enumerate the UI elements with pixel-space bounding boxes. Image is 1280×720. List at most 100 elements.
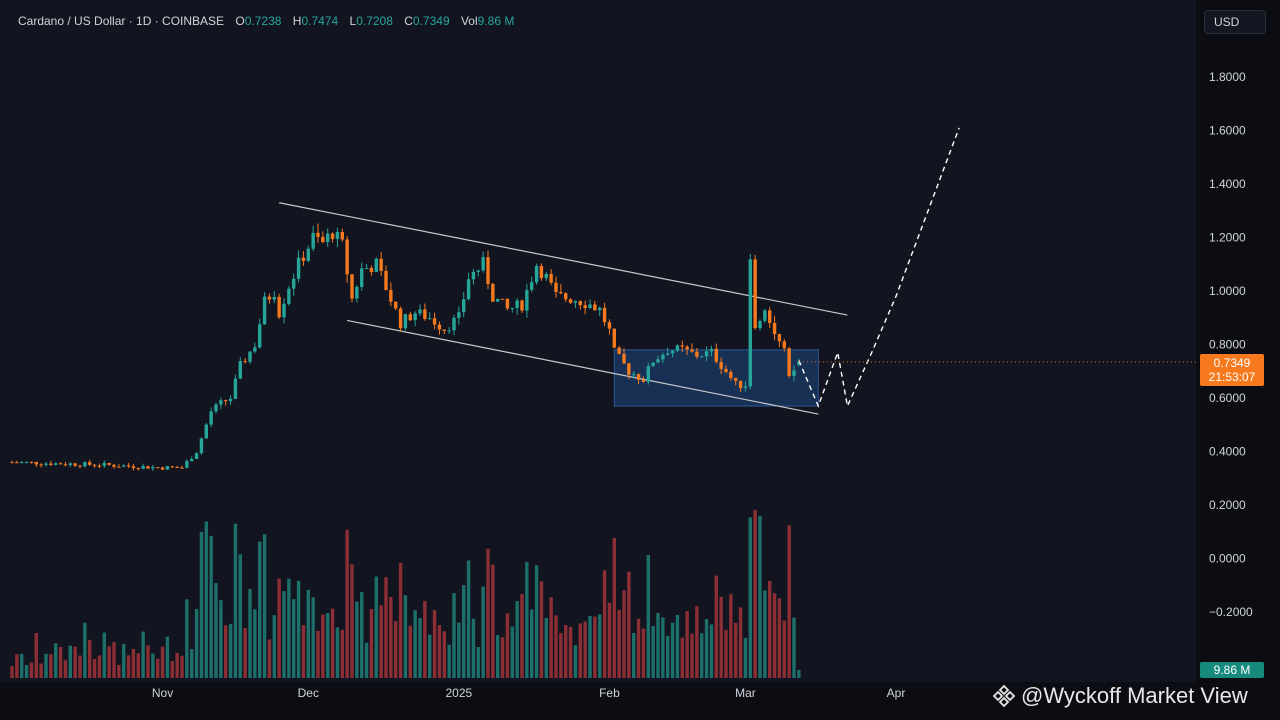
candle-body [729, 371, 733, 379]
candle-body [335, 232, 340, 239]
candle-body [758, 320, 762, 329]
volume-bar [199, 531, 204, 678]
candle-body [29, 461, 34, 463]
candle-body [54, 463, 58, 465]
candle-body [656, 359, 660, 363]
volume-bar [29, 662, 34, 678]
candle-body [734, 378, 738, 381]
open-label: O [235, 14, 245, 28]
volume-bar [588, 615, 592, 678]
volume-bar [515, 601, 519, 678]
volume-bar [505, 613, 510, 678]
candle-body [68, 463, 72, 465]
y-tick-label: 1.2000 [1209, 231, 1246, 245]
volume-bar [287, 578, 291, 678]
candle-body [486, 257, 490, 284]
close-label: C [404, 14, 413, 28]
volume-bar [573, 645, 578, 678]
volume-bar [126, 655, 131, 678]
candle-body [122, 465, 126, 467]
candle-body [568, 299, 573, 303]
candle-body [670, 350, 675, 354]
candle-body [704, 351, 709, 357]
volume-bar [88, 639, 92, 678]
volume-bar [632, 632, 636, 678]
volume-bar [277, 578, 281, 678]
candle-body [763, 310, 767, 321]
candle-body [190, 458, 194, 462]
volume-bar [54, 643, 58, 678]
x-tick-label: Dec [298, 686, 319, 700]
candle-body [156, 467, 160, 469]
candle-body [267, 296, 272, 300]
volume-bar [321, 614, 325, 678]
candle-body [379, 258, 383, 271]
volume-bar [10, 666, 14, 678]
volume-bar [442, 631, 446, 678]
volume-bar [316, 630, 320, 678]
candle-body [214, 404, 218, 412]
volume-bar [398, 562, 403, 678]
candle-body [510, 308, 514, 310]
candle-body [180, 467, 184, 469]
volume-bar [209, 535, 213, 678]
y-tick-label: 0.4000 [1209, 445, 1246, 459]
candle-body [690, 349, 694, 352]
volume-bar [457, 622, 461, 678]
candle-body [617, 347, 621, 354]
volume-bar [97, 655, 102, 678]
channel-lower-line [347, 319, 819, 415]
volume-bar [20, 653, 24, 678]
volume-bar [602, 570, 607, 678]
volume-bar [92, 658, 97, 678]
volume-bar [228, 623, 233, 678]
volume-bar [724, 629, 728, 678]
candle-body [151, 467, 155, 469]
candle-body [92, 464, 97, 466]
volume-bar [685, 611, 689, 678]
volume-bar [593, 616, 597, 678]
volume-bar [224, 625, 228, 678]
candle-body [457, 312, 461, 318]
volume-bar [146, 645, 150, 678]
volume-value: 9.86 M [477, 14, 515, 28]
volume-bar [180, 655, 184, 678]
volume-bar [39, 663, 43, 678]
candle-body [306, 248, 310, 261]
volume-bar [578, 623, 582, 678]
candle-body [602, 307, 607, 323]
volume-bar [233, 523, 238, 678]
candle-body [636, 374, 641, 380]
candle-body [515, 300, 519, 309]
volume-bar [670, 622, 675, 678]
volume-bar [476, 647, 480, 678]
volume-bar [622, 590, 626, 678]
volume-bar [34, 633, 38, 678]
volume-bar [190, 649, 194, 678]
volume-bar [345, 529, 349, 678]
candle-body [141, 466, 145, 469]
volume-bar [753, 509, 757, 678]
candle-body [321, 236, 325, 242]
symbol-title[interactable]: Cardano / US Dollar · 1D · COINBASE [18, 14, 225, 28]
candle-body [491, 283, 495, 302]
candle-body [418, 309, 422, 314]
candle-body [277, 296, 281, 318]
low-value: 0.7208 [356, 14, 393, 28]
volume-bar [525, 561, 529, 678]
candle-body [578, 301, 582, 306]
candle-body [432, 318, 437, 325]
currency-button[interactable]: USD [1204, 10, 1266, 34]
candle-body [330, 233, 335, 239]
candle-body [471, 271, 476, 280]
volume-bar [709, 624, 714, 678]
volume-bar [360, 592, 364, 678]
candle-body [243, 361, 247, 363]
volume-bar [782, 620, 786, 678]
volume-bar [661, 617, 665, 678]
volume-bar [296, 580, 301, 678]
last-price-badge: 0.7349 21:53:07 [1200, 354, 1264, 386]
candle-body [500, 298, 505, 300]
candle-body [661, 354, 665, 360]
